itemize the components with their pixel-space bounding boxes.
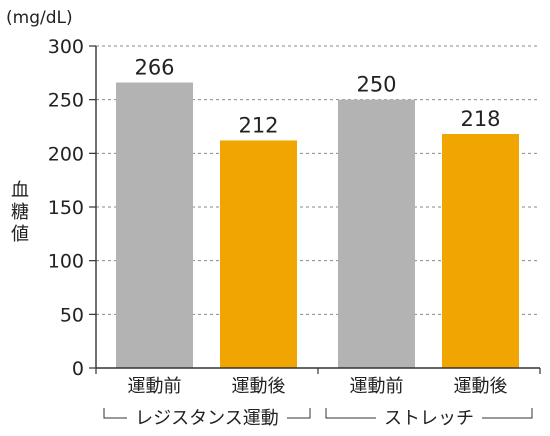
y-tick-label: 250 [48,90,84,112]
bar-value-label: 250 [356,73,396,97]
y-axis-label-char: 糖 [11,202,29,223]
group-bracket-left [103,408,127,419]
y-tick-label: 50 [60,304,84,326]
y-tick-labels: 0 50 100 150 200 250 300 [48,36,96,380]
axes [95,46,541,374]
category-label: 運動前 [128,376,182,397]
y-tick-label: 300 [48,36,84,58]
y-axis-label: 血糖値 [11,180,29,245]
bar [338,99,415,369]
bar [116,82,193,368]
y-axis-label-char: 値 [11,224,29,245]
group-brackets: レジスタンス運動 ストレッチ [103,408,533,429]
group-label: ストレッチ [384,408,474,429]
group-bracket-right [287,408,311,419]
category-label: 運動前 [350,376,404,397]
y-unit-label: (mg/dL) [6,8,73,28]
category-labels: 運動前 運動後 運動前 運動後 [128,376,508,397]
bar-value-label: 218 [460,107,500,131]
y-tick-label: 0 [72,358,84,380]
bars: 266 212 250 218 [116,55,519,369]
bar-value-label: 266 [134,55,174,79]
bar [442,134,519,368]
y-tick-label: 200 [48,143,84,165]
y-axis-label-char: 血 [11,180,29,201]
group-label: レジスタンス運動 [135,408,279,429]
y-tick-label: 100 [48,251,84,273]
bar [220,140,297,368]
group-bracket-left [325,408,376,419]
y-tick-label: 150 [48,197,84,219]
group-bracket-right [482,408,533,419]
category-label: 運動後 [232,376,286,397]
category-label: 運動後 [454,376,508,397]
bar-value-label: 212 [238,113,278,137]
